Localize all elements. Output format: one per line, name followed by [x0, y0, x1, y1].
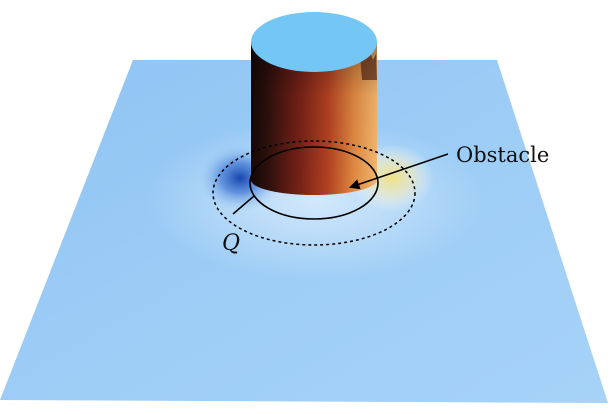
obstacle-arrow	[349, 153, 449, 190]
obstacle-cylinder	[251, 12, 377, 195]
cylinder-top	[251, 12, 377, 72]
q-pointer	[232, 195, 255, 215]
inner-contour	[249, 146, 379, 220]
point-q-label: Q	[222, 231, 240, 256]
outer-contour	[212, 140, 416, 246]
obstacle-label: Obstacle	[456, 143, 549, 167]
